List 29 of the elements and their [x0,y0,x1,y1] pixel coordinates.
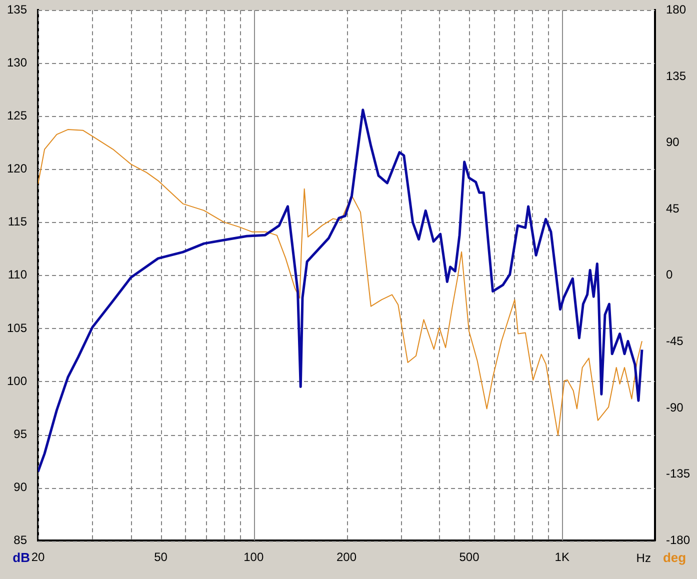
y2-tick-label: 135 [666,68,686,83]
y2-axis-title: deg [662,550,686,566]
x-axis-title: Hz [636,550,651,565]
y-tick-label: 95 [14,426,28,441]
y-tick-label: 105 [6,320,28,335]
y-axis-title: dB [12,550,30,566]
y-tick-label: 85 [14,532,28,547]
y2-tick-label: -180 [666,532,690,547]
y-tick-label: 130 [6,56,28,70]
y2-tick-label: 45 [666,201,680,216]
x-tick-label: 200 [336,550,357,564]
x-tick-label: 100 [244,550,264,564]
x-tick-label: 1K [554,550,570,564]
y-tick-label: 115 [8,214,28,229]
y2-tick-label: -135 [666,466,690,481]
y-tick-label: 135 [6,2,28,17]
y2-tick-label: -90 [666,400,684,414]
y-tick-label: 100 [6,374,28,388]
y-tick-label: 110 [8,268,28,282]
x-tick-label: 20 [31,550,46,564]
y-tick-label: 120 [6,162,28,176]
y2-tick-label: 180 [666,2,686,17]
y-tick-label: 125 [6,108,28,123]
y2-tick-label: 90 [666,135,680,150]
x-tick-label: 50 [154,550,168,564]
y-tick-label: 90 [14,480,28,494]
x-tick-label: 500 [459,550,480,564]
y2-tick-label: 0 [666,268,673,282]
y2-tick-label: -45 [666,334,684,348]
